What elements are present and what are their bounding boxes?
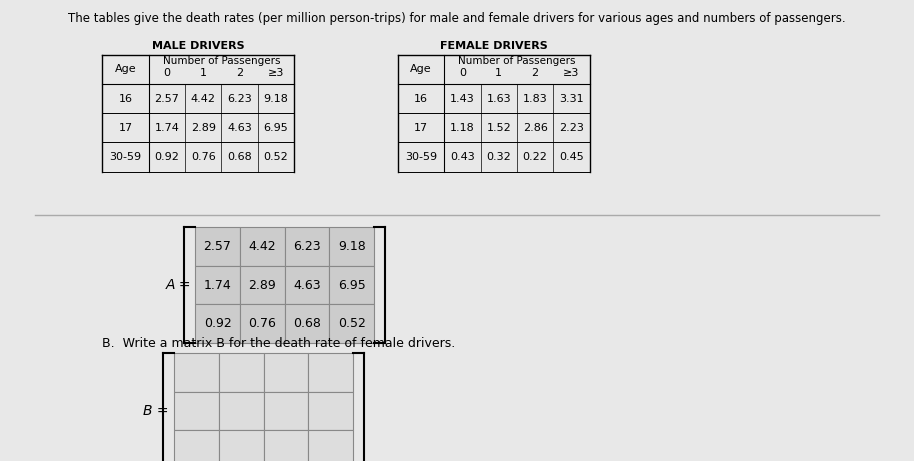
Bar [329, 227, 374, 266]
Text: 2.89: 2.89 [249, 279, 276, 292]
Bar [239, 227, 284, 266]
Bar [239, 304, 284, 343]
Text: 16: 16 [119, 94, 133, 104]
Text: The tables give the death rates (per million person-trips) for male and female d: The tables give the death rates (per mil… [69, 12, 845, 25]
Bar [218, 353, 263, 392]
Text: 2.57: 2.57 [204, 240, 231, 253]
Text: 1: 1 [199, 68, 207, 78]
Text: 1.74: 1.74 [204, 279, 231, 292]
Text: 2: 2 [236, 68, 243, 78]
Text: ≥3: ≥3 [563, 68, 579, 78]
Text: 0.92: 0.92 [204, 317, 231, 330]
Text: 3.31: 3.31 [559, 94, 584, 104]
Text: FEMALE DRIVERS: FEMALE DRIVERS [440, 41, 547, 51]
Bar [329, 266, 374, 304]
Text: 9.18: 9.18 [338, 240, 366, 253]
Bar [284, 227, 329, 266]
Text: 4.42: 4.42 [191, 94, 216, 104]
Bar [263, 392, 308, 430]
Text: 2.23: 2.23 [559, 123, 584, 133]
Text: 0: 0 [164, 68, 170, 78]
Text: 0.76: 0.76 [249, 317, 276, 330]
Bar [195, 227, 239, 266]
Bar [174, 353, 218, 392]
Bar [263, 430, 308, 461]
Text: 6.95: 6.95 [338, 279, 366, 292]
Text: Age: Age [114, 65, 136, 74]
Text: 0.76: 0.76 [191, 152, 216, 162]
Text: 6.95: 6.95 [263, 123, 288, 133]
Text: 0.68: 0.68 [227, 152, 252, 162]
Text: 6.23: 6.23 [227, 94, 252, 104]
Text: 30-59: 30-59 [405, 152, 437, 162]
Text: 0.43: 0.43 [450, 152, 475, 162]
Text: MALE DRIVERS: MALE DRIVERS [152, 41, 244, 51]
Text: 0.52: 0.52 [263, 152, 288, 162]
Text: 4.42: 4.42 [249, 240, 276, 253]
Text: 0.52: 0.52 [338, 317, 366, 330]
Bar [263, 353, 308, 392]
Text: 9.18: 9.18 [263, 94, 288, 104]
Bar [329, 304, 374, 343]
Text: ≥3: ≥3 [268, 68, 284, 78]
Text: 4.63: 4.63 [227, 123, 252, 133]
Text: 2: 2 [532, 68, 538, 78]
Text: 17: 17 [119, 123, 133, 133]
Bar [284, 304, 329, 343]
Text: B =: B = [143, 404, 168, 418]
Text: 1.63: 1.63 [486, 94, 511, 104]
Bar [308, 430, 353, 461]
Bar [284, 266, 329, 304]
Text: 2.86: 2.86 [523, 123, 547, 133]
Text: 16: 16 [414, 94, 428, 104]
Text: 1.43: 1.43 [450, 94, 475, 104]
Bar [308, 392, 353, 430]
Text: 1.52: 1.52 [486, 123, 511, 133]
Text: 30-59: 30-59 [110, 152, 142, 162]
Text: 0.92: 0.92 [154, 152, 179, 162]
Bar [239, 266, 284, 304]
Text: 2.89: 2.89 [191, 123, 216, 133]
Text: Number of Passengers: Number of Passengers [163, 56, 280, 66]
Text: A =: A = [165, 278, 191, 292]
Text: Age: Age [410, 65, 432, 74]
Text: 17: 17 [414, 123, 428, 133]
Text: 1: 1 [495, 68, 503, 78]
Bar [195, 266, 239, 304]
Text: 0.68: 0.68 [293, 317, 321, 330]
Bar [218, 392, 263, 430]
Bar [308, 353, 353, 392]
Text: 0.22: 0.22 [523, 152, 547, 162]
Bar [174, 392, 218, 430]
Bar [195, 304, 239, 343]
Text: 0.45: 0.45 [559, 152, 584, 162]
Text: 1.74: 1.74 [154, 123, 179, 133]
Text: 1.83: 1.83 [523, 94, 547, 104]
Text: 4.63: 4.63 [293, 279, 321, 292]
Text: 2.57: 2.57 [154, 94, 179, 104]
Text: 0: 0 [459, 68, 466, 78]
Text: Number of Passengers: Number of Passengers [458, 56, 576, 66]
Text: 6.23: 6.23 [293, 240, 321, 253]
Text: 0.32: 0.32 [486, 152, 511, 162]
Bar [174, 430, 218, 461]
Bar [218, 430, 263, 461]
Text: B.  Write a matrix B for the death rate of female drivers.: B. Write a matrix B for the death rate o… [102, 337, 455, 350]
Text: 1.18: 1.18 [450, 123, 475, 133]
